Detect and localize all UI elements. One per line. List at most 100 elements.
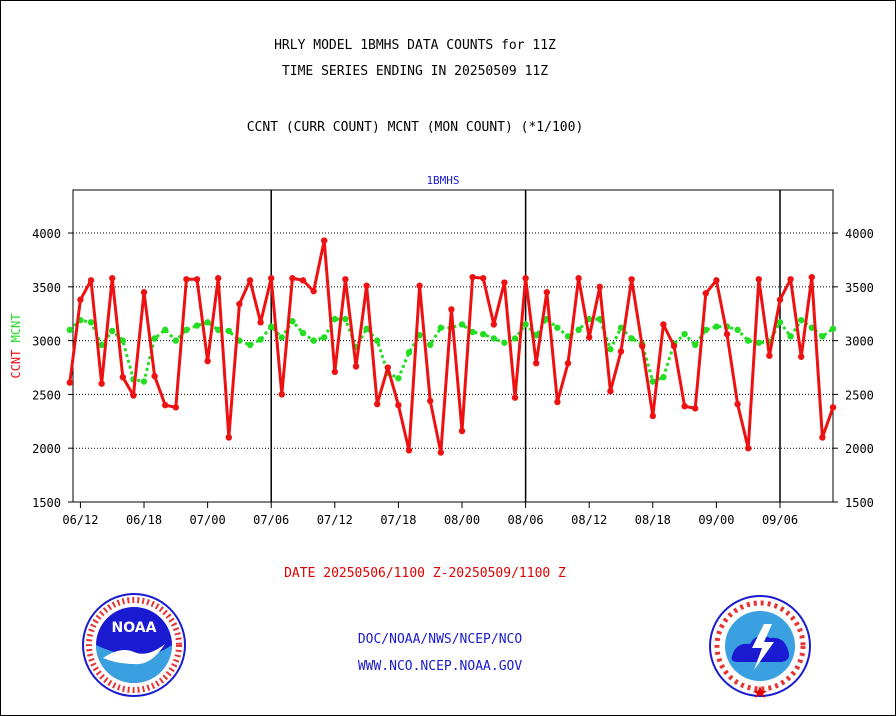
x-tick-label-9: 08/18 xyxy=(635,513,671,527)
data-point-ccnt-24 xyxy=(321,237,328,244)
y-axis-label-mcnt: MCNT xyxy=(9,313,23,342)
data-point-ccnt-69 xyxy=(798,353,805,360)
x-tick-label-7: 08/06 xyxy=(508,513,544,527)
data-point-mcnt-14 xyxy=(215,326,222,334)
data-point-ccnt-17 xyxy=(246,277,254,284)
x-tick-label-1: 06/18 xyxy=(126,513,162,527)
data-point-ccnt-61 xyxy=(713,277,720,284)
data-point-ccnt-26 xyxy=(342,276,349,283)
data-point-ccnt-53 xyxy=(628,276,635,283)
data-point-mcnt-52 xyxy=(617,324,625,331)
data-point-mcnt-2 xyxy=(87,319,95,326)
data-point-ccnt-59 xyxy=(692,405,699,412)
data-point-mcnt-28 xyxy=(363,325,370,332)
data-point-ccnt-6 xyxy=(130,392,137,399)
data-point-mcnt-51 xyxy=(607,346,614,353)
data-point-mcnt-38 xyxy=(469,328,476,336)
data-point-mcnt-43 xyxy=(522,321,529,328)
data-point-ccnt-46 xyxy=(554,398,561,406)
data-point-mcnt-59 xyxy=(692,341,699,349)
data-point-mcnt-9 xyxy=(162,326,169,334)
x-tick-label-0: 06/12 xyxy=(62,513,98,527)
y-tick-label-left-3500: 3500 xyxy=(32,281,61,295)
data-point-mcnt-0 xyxy=(66,326,74,334)
data-point-mcnt-58 xyxy=(681,330,688,338)
data-point-mcnt-31 xyxy=(395,375,402,382)
data-point-mcnt-68 xyxy=(787,333,794,340)
website-link[interactable]: WWW.NCO.NCEP.NOAA.GOV xyxy=(357,659,523,674)
data-point-ccnt-15 xyxy=(225,434,233,441)
y-tick-label-right-1500: 1500 xyxy=(845,496,874,510)
data-point-mcnt-37 xyxy=(458,321,466,328)
data-point-ccnt-48 xyxy=(575,275,582,282)
y-tick-label-left-4000: 4000 xyxy=(32,227,61,241)
data-point-ccnt-60 xyxy=(702,290,710,297)
data-point-mcnt-22 xyxy=(299,329,307,337)
y-tick-label-right-3000: 3000 xyxy=(845,335,874,349)
data-point-ccnt-23 xyxy=(310,287,317,295)
x-tick-label-11: 09/06 xyxy=(762,513,798,527)
y-tick-label-left-1500: 1500 xyxy=(32,496,61,510)
x-tick-label-6: 08/00 xyxy=(444,513,480,527)
x-tick-label-8: 08/12 xyxy=(571,513,607,527)
data-point-ccnt-40 xyxy=(490,321,498,328)
data-point-ccnt-43 xyxy=(522,275,529,282)
data-point-mcnt-56 xyxy=(660,374,667,381)
data-point-mcnt-7 xyxy=(140,378,148,385)
plot-area-border xyxy=(72,189,834,503)
data-point-ccnt-49 xyxy=(586,334,593,341)
data-point-mcnt-15 xyxy=(225,327,233,335)
data-point-ccnt-11 xyxy=(183,276,190,283)
noaa-logo-text: NOAA xyxy=(112,620,157,636)
y-tick-label-left-2000: 2000 xyxy=(32,442,61,456)
data-point-ccnt-63 xyxy=(734,400,741,408)
data-point-ccnt-19 xyxy=(268,275,275,282)
data-point-ccnt-8 xyxy=(151,372,158,380)
y-tick-label-right-4000: 4000 xyxy=(845,227,874,241)
data-point-ccnt-39 xyxy=(480,275,487,282)
org-label[interactable]: DOC/NOAA/NWS/NCEP/NCO xyxy=(357,632,523,647)
data-point-ccnt-35 xyxy=(437,449,445,456)
time-series-chart: 1500 1500 2000 2000 2500 2500 3000 3000 3500 3500… xyxy=(9,174,874,527)
data-point-ccnt-56 xyxy=(660,321,667,328)
data-point-ccnt-71 xyxy=(819,434,826,441)
data-point-ccnt-45 xyxy=(543,289,551,296)
data-point-mcnt-41 xyxy=(501,339,508,346)
data-point-mcnt-64 xyxy=(745,337,752,344)
data-point-mcnt-55 xyxy=(649,378,657,385)
chart-subtitle: CCNT (CURR COUNT) MCNT (MON COUNT) (*1/1… xyxy=(246,120,584,135)
data-point-mcnt-25 xyxy=(331,315,339,323)
data-point-mcnt-60 xyxy=(702,326,710,334)
data-point-mcnt-4 xyxy=(109,327,116,335)
data-point-ccnt-51 xyxy=(607,387,614,395)
data-point-ccnt-47 xyxy=(564,360,572,367)
data-point-ccnt-28 xyxy=(363,282,370,289)
y-tick-label-left-2500: 2500 xyxy=(32,388,61,402)
data-point-ccnt-55 xyxy=(649,412,657,420)
data-point-ccnt-37 xyxy=(458,427,466,435)
data-point-ccnt-5 xyxy=(119,374,127,381)
data-point-mcnt-65 xyxy=(755,339,763,346)
data-point-ccnt-50 xyxy=(596,283,604,291)
data-point-mcnt-50 xyxy=(596,315,604,323)
data-point-ccnt-58 xyxy=(681,403,688,410)
data-point-ccnt-27 xyxy=(352,363,360,370)
y-tick-label-right-2000: 2000 xyxy=(845,442,874,456)
data-point-mcnt-13 xyxy=(204,319,211,326)
data-point-mcnt-23 xyxy=(310,337,317,344)
data-point-mcnt-18 xyxy=(257,336,264,343)
data-point-ccnt-38 xyxy=(469,273,476,281)
data-point-ccnt-68 xyxy=(787,276,794,283)
data-point-ccnt-9 xyxy=(162,401,169,409)
data-point-ccnt-57 xyxy=(670,342,678,350)
data-point-mcnt-19 xyxy=(268,323,275,330)
data-point-mcnt-32 xyxy=(405,349,413,356)
data-point-mcnt-34 xyxy=(427,341,434,349)
data-point-mcnt-39 xyxy=(480,330,487,338)
data-point-ccnt-1 xyxy=(77,296,84,303)
chart-title-line-2: TIME SERIES ENDING IN 20250509 11Z xyxy=(281,64,549,79)
data-point-mcnt-21 xyxy=(289,318,296,325)
data-point-mcnt-3 xyxy=(98,341,105,349)
national-weather-service-logo xyxy=(709,595,811,698)
data-point-ccnt-67 xyxy=(776,296,784,303)
